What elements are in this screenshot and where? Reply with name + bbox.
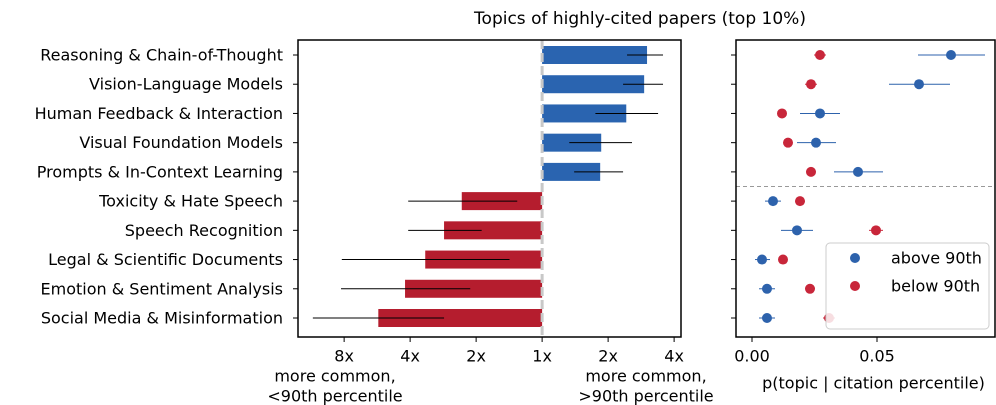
y-tick-label: Vision-Language Models [89,75,283,94]
bar [542,162,601,181]
y-tick-label: Human Feedback & Interaction [35,104,283,123]
bar [405,279,543,298]
legend-label: above 90th [891,249,982,268]
point [815,50,825,60]
x-tick-label: 4x [664,347,684,366]
x-tick-label: 0.00 [734,347,770,366]
point [914,79,924,90]
point [853,166,863,177]
annotation: more common, [585,367,706,386]
y-tick-label: Speech Recognition [125,221,283,240]
x-tick-label: 0.05 [859,347,895,366]
plot-frame [297,39,682,338]
point [946,50,956,60]
bar [542,75,645,94]
chart-title: Topics of highly-cited papers (top 10%) [473,9,806,29]
plot-frame [735,39,996,338]
point [792,225,802,236]
point [805,283,815,294]
y-tick-label: Toxicity & Hate Speech [98,192,283,211]
y-tick-label: Prompts & In-Context Learning [37,162,283,181]
bar [378,309,543,327]
point [762,283,772,294]
point [815,108,825,119]
point [762,313,772,323]
bar [542,46,648,64]
point [778,254,788,265]
legend-marker [850,281,860,291]
y-tick-label: Social Media & Misinformation [41,309,283,328]
x-tick-label: 1x [532,347,552,366]
annotation: <90th percentile [267,387,402,405]
bar [542,104,627,123]
point [806,79,816,90]
y-tick-label: Visual Foundation Models [79,133,283,152]
point [757,254,767,265]
point [768,196,778,207]
point [777,108,787,119]
x-axis-label: p(topic | citation percentile) [762,374,985,393]
legend-marker [850,253,860,263]
point [871,225,881,236]
bar [444,221,543,240]
point [795,196,805,207]
annotation: more common, [274,367,395,386]
legend-label: below 90th [891,277,980,296]
point [806,166,816,177]
x-tick-label: 8x [334,347,354,366]
y-tick-label: Legal & Scientific Documents [48,250,283,269]
point [783,137,793,148]
x-tick-label: 2x [598,347,618,366]
point [811,137,821,148]
y-tick-label: Emotion & Sentiment Analysis [41,279,284,298]
y-tick-label: Reasoning & Chain-of-Thought [40,46,283,65]
legend-frame [825,242,990,330]
x-tick-label: 4x [400,347,420,366]
annotation: >90th percentile [578,387,713,405]
x-tick-label: 2x [466,347,486,366]
